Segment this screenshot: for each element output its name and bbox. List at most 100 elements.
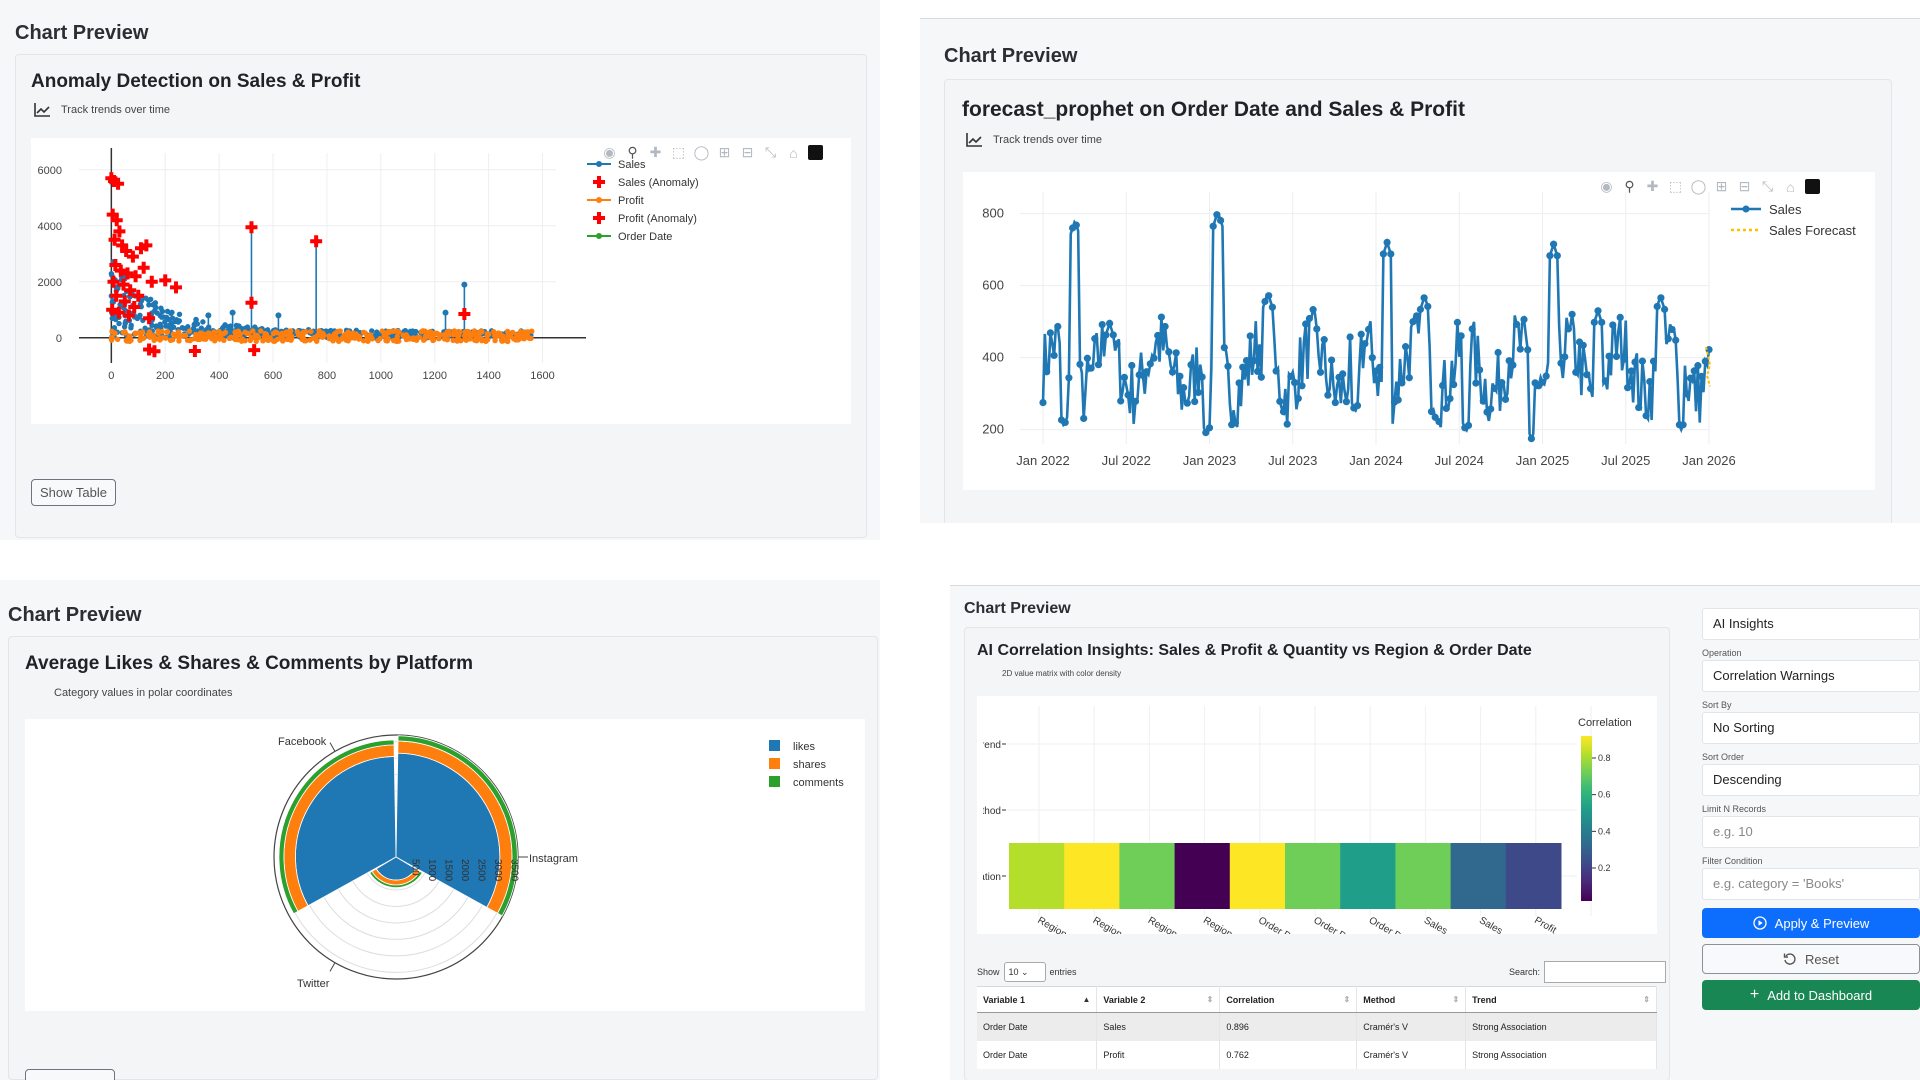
camera-icon[interactable]: ◉ <box>603 144 616 160</box>
search-input[interactable] <box>1544 961 1667 983</box>
profit-point <box>308 328 314 335</box>
profit-point <box>316 328 322 334</box>
x-tick-label: 1600 <box>530 370 554 382</box>
sales-point <box>1353 402 1362 410</box>
profit-point <box>483 338 489 344</box>
sales-point <box>1409 318 1417 326</box>
plot-modebar[interactable]: ◉ ⚲ ✚ ⬚ ◯ ⊞ ⊟ ⤡ ⌂ <box>601 144 823 161</box>
analysis-type-select[interactable]: AI Insights <box>1702 608 1920 640</box>
sales-anomaly-marker <box>458 308 471 320</box>
profit-point <box>167 337 174 344</box>
trend-icon <box>34 103 50 117</box>
limit-input[interactable]: e.g. 10 <box>1702 816 1920 848</box>
colorbar-tick-label: 0.8 <box>1598 753 1611 763</box>
sales-anomaly-marker <box>110 289 123 302</box>
profit-point <box>222 329 229 336</box>
sales-point <box>1191 397 1199 406</box>
profit-point <box>329 334 335 341</box>
sales-point <box>1427 408 1436 416</box>
plotly-logo-icon[interactable] <box>1805 179 1820 194</box>
column-header-correlation[interactable]: Correlation ⇕ <box>1219 986 1358 1013</box>
plot-modebar[interactable]: ◉ ⚲ ✚ ⬚ ◯ ⊞ ⊟ ⤡ ⌂ <box>1598 178 1820 195</box>
zoom-icon[interactable]: ⚲ <box>1624 178 1635 194</box>
lasso-icon[interactable]: ◯ <box>1690 178 1707 194</box>
sales-anomaly-marker <box>110 214 123 227</box>
sales-point <box>1065 374 1073 382</box>
sales-point <box>1072 221 1080 229</box>
sales-point <box>1524 346 1532 354</box>
zoom-out-icon[interactable]: ⊟ <box>1738 178 1751 194</box>
plot-area[interactable]: 500 1000 1500 2000 2500 3000 3500 Facebook Insta… <box>25 719 865 1011</box>
sales-point <box>1165 348 1173 356</box>
autoscale-icon[interactable]: ⤡ <box>764 144 777 160</box>
x-tick-label: Jul 2022 <box>1102 453 1151 468</box>
box-select-icon[interactable]: ⬚ <box>671 144 686 160</box>
sales-point <box>1261 297 1269 306</box>
sales-point <box>1217 216 1225 225</box>
column-header-trend[interactable]: Trend ⇕ <box>1465 986 1657 1013</box>
profit-point <box>163 335 169 341</box>
profit-point <box>392 337 398 344</box>
column-header-variable-1[interactable]: Variable 1 ▲ <box>977 986 1098 1013</box>
column-header-method[interactable]: Method ⇕ <box>1356 986 1467 1013</box>
lasso-icon[interactable]: ◯ <box>693 144 710 160</box>
table-row[interactable]: Order Date Sales 0.896 Cramér's V Strong… <box>977 1012 1657 1041</box>
table-row[interactable]: Order Date Profit 0.762 Cramér's V Stron… <box>977 1040 1657 1069</box>
add-to-dashboard-button[interactable]: + Add to Dashboard <box>1702 980 1920 1010</box>
zoom-icon[interactable]: ⚲ <box>627 144 638 160</box>
sales-point <box>1176 372 1184 380</box>
autoscale-icon[interactable]: ⤡ <box>1761 178 1774 194</box>
heatmap-cell <box>1009 843 1065 909</box>
table-search: Search: <box>1509 961 1667 983</box>
plot-area[interactable]: ◉ ⚲ ✚ ⬚ ◯ ⊞ ⊟ ⤡ ⌂ 0 200 400 600 800 1000 1200 1… <box>31 138 851 424</box>
entries-select[interactable]: 10 ⌄ <box>1003 962 1046 982</box>
sales-point <box>1649 357 1658 365</box>
sales-anomaly-marker <box>170 281 183 294</box>
camera-icon[interactable]: ◉ <box>1600 178 1613 194</box>
filter-input[interactable]: e.g. category = 'Books' <box>1702 868 1920 900</box>
plot-clip-left <box>973 696 983 934</box>
reset-button[interactable]: Reset <box>1702 944 1920 974</box>
profit-point <box>149 332 155 338</box>
plot-area[interactable]: Trend Method Correlation Region Region Region… <box>952 696 1657 950</box>
sales-point <box>143 295 149 301</box>
sort-by-select[interactable]: No Sorting <box>1702 712 1920 744</box>
forecast-chart: Jan 2022 Jul 2022 Jan 2023 Jul 2023 Jan 2024… <box>982 192 1856 468</box>
sales-point <box>109 299 116 306</box>
show-table-button[interactable] <box>25 1069 115 1080</box>
angular-tick <box>329 742 336 752</box>
box-select-icon[interactable]: ⬚ <box>1668 178 1683 194</box>
sales-point <box>1690 367 1698 375</box>
home-icon[interactable]: ⌂ <box>789 144 798 161</box>
profit-point <box>265 337 272 344</box>
pan-icon[interactable]: ✚ <box>1646 178 1659 194</box>
y-tick-label: 600 <box>982 278 1004 293</box>
sales-point <box>1357 330 1365 338</box>
profit-point <box>360 329 367 336</box>
table-cell: Strong Association <box>1465 1012 1657 1041</box>
home-icon[interactable]: ⌂ <box>1786 178 1795 195</box>
profit-point <box>109 335 115 342</box>
operation-select[interactable]: Correlation Warnings <box>1702 660 1920 692</box>
show-table-button[interactable]: Show Table <box>31 479 116 506</box>
plotly-logo-icon[interactable] <box>808 145 823 160</box>
reset-label: Reset <box>1805 951 1839 967</box>
zoom-out-icon[interactable]: ⊟ <box>741 144 754 160</box>
zoom-in-icon[interactable]: ⊞ <box>718 144 731 160</box>
sort-order-select[interactable]: Descending <box>1702 764 1920 796</box>
sales-anomaly-marker <box>132 289 145 302</box>
zoom-in-icon[interactable]: ⊞ <box>1715 178 1728 194</box>
column-header-variable-2[interactable]: Variable 2 ⇕ <box>1096 986 1221 1013</box>
plot-area[interactable]: ◉ ⚲ ✚ ⬚ ◯ ⊞ ⊟ ⤡ ⌂ Jan 2022 Jul 2022 Jan 20… <box>963 172 1875 490</box>
radial-tick-label: 2000 <box>459 859 470 882</box>
profit-point <box>337 328 343 334</box>
polar-bar-segment <box>397 735 518 917</box>
sales-point <box>175 319 181 325</box>
sales-spike-point <box>229 309 236 316</box>
sales-point <box>1368 354 1376 362</box>
pan-icon[interactable]: ✚ <box>649 144 662 160</box>
sales-point <box>1083 354 1091 362</box>
chart-title: Anomaly Detection on Sales & Profit <box>31 71 361 92</box>
apply-preview-button[interactable]: Apply & Preview <box>1702 908 1920 938</box>
sales-point <box>1246 332 1254 340</box>
